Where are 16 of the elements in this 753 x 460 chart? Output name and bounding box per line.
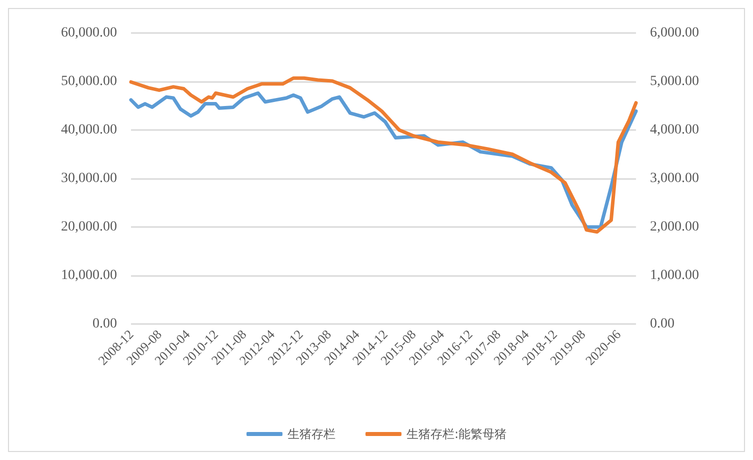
y-tick-label: 20,000.00 [61,220,117,234]
y2-tick-label: 3,000.00 [650,171,699,186]
y2-tick-label: 5,000.00 [650,74,699,89]
y2-tick-label: 0.00 [650,316,674,332]
y-tick-label: 40,000.00 [61,122,117,138]
y-tick-label: 60,000.00 [61,26,117,40]
y-tick-label: 10,000.00 [61,268,117,283]
y-tick-label: 50,000.00 [61,74,117,89]
y-tick-label: 30,000.00 [61,171,117,186]
y-tick-label: 0.00 [92,316,117,332]
y2-tick-label: 1,000.00 [650,268,699,283]
legend-label: 生猪存栏 [287,427,336,441]
legend-label: 生猪存栏:能繁母猪 [406,427,507,441]
y2-tick-label: 2,000.00 [650,220,699,234]
y2-tick-label: 6,000.00 [650,26,699,40]
y2-tick-label: 4,000.00 [650,122,699,138]
